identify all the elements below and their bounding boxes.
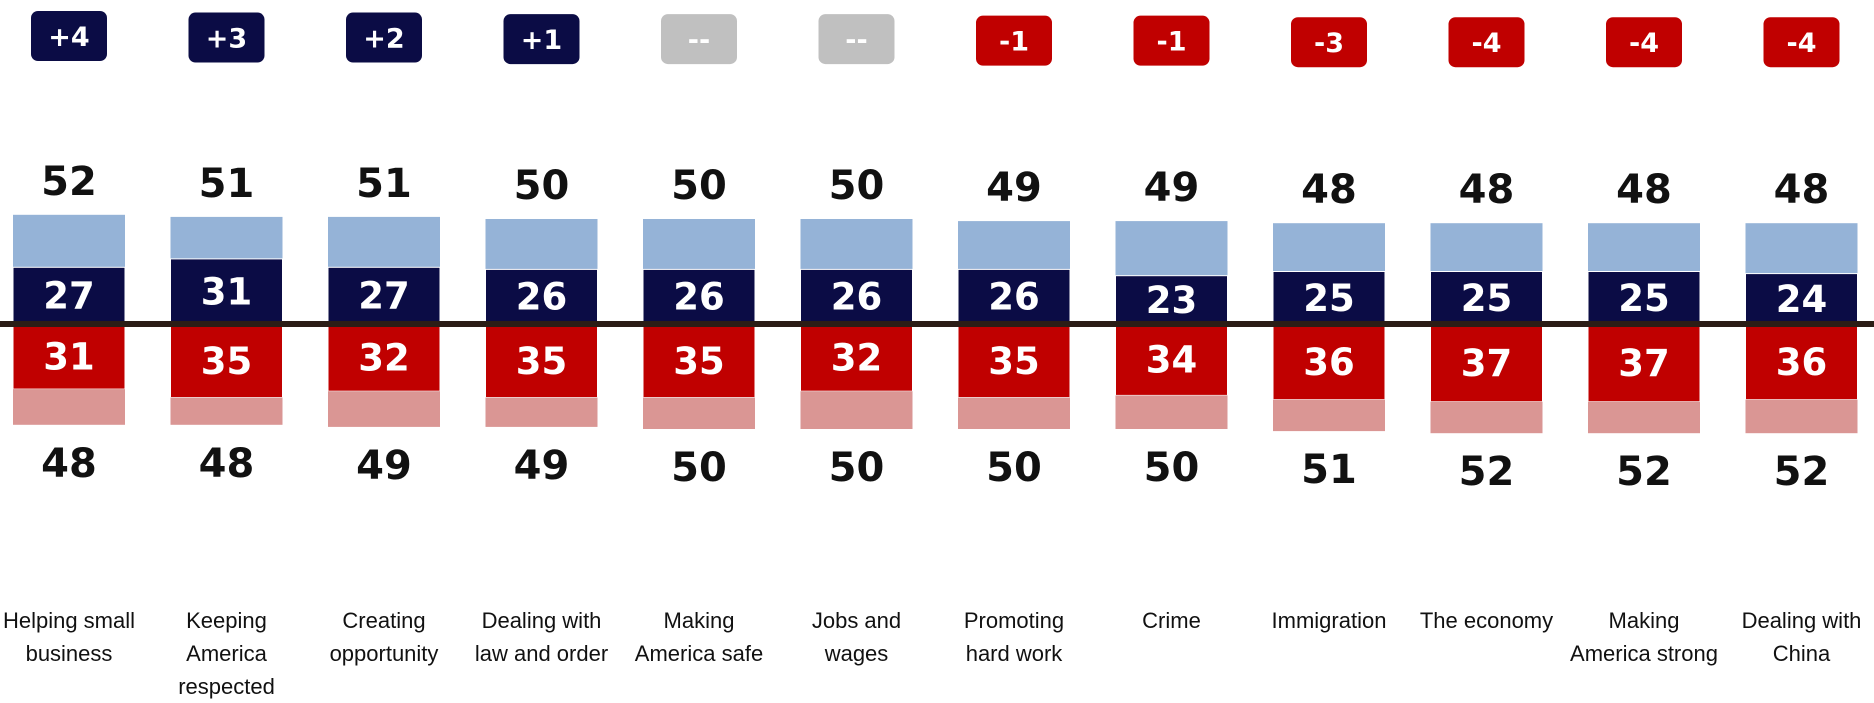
top-total-label: 48 <box>1301 167 1357 213</box>
top-total-label: 51 <box>356 161 412 207</box>
bar-bottom-strong-value: 35 <box>516 340 568 383</box>
bar-bottom-strong-value: 36 <box>1776 341 1828 384</box>
bar-top-light-segment <box>643 219 755 269</box>
net-difference-value: +3 <box>206 24 247 55</box>
bar-top-light-segment <box>958 221 1070 269</box>
bar-bottom-strong-value: 36 <box>1303 341 1355 384</box>
bar-bottom-strong-value: 35 <box>988 340 1040 383</box>
bar-bottom-strong-value: 31 <box>43 336 95 379</box>
category-label: Crime <box>1097 604 1247 637</box>
bar-top-strong-value: 26 <box>831 276 883 319</box>
bar-top-light-segment <box>13 215 125 267</box>
bar-bottom-strong-value: 32 <box>831 337 883 380</box>
net-difference-value: -1 <box>999 27 1029 58</box>
net-difference-value: -4 <box>1629 28 1659 59</box>
bar-bottom-light-segment <box>1273 400 1385 432</box>
bottom-total-label: 48 <box>41 441 97 487</box>
bottom-total-label: 52 <box>1616 449 1672 495</box>
bar-bottom-strong-value: 37 <box>1618 342 1670 385</box>
top-total-label: 48 <box>1459 167 1515 213</box>
bar-bottom-light-segment <box>1116 395 1228 429</box>
bar-top-light-segment <box>1116 221 1228 276</box>
bar-top-light-segment <box>171 217 283 259</box>
bar-top-strong-value: 26 <box>988 276 1040 319</box>
category-label: Jobs and wages <box>782 604 932 670</box>
bar-top-light-segment <box>1273 223 1385 271</box>
bottom-total-label: 50 <box>829 445 885 491</box>
bar-top-strong-value: 26 <box>673 276 725 319</box>
top-total-label: 49 <box>986 165 1042 211</box>
top-total-label: 50 <box>829 163 885 209</box>
top-total-label: 50 <box>514 163 570 209</box>
net-difference-value: -4 <box>1472 28 1502 59</box>
bottom-total-label: 51 <box>1301 447 1357 493</box>
bar-top-light-segment <box>486 219 598 269</box>
bar-top-strong-value: 26 <box>516 276 568 319</box>
bar-top-strong-value: 27 <box>358 275 410 318</box>
bar-top-strong-value: 31 <box>201 270 253 313</box>
category-label: Making America safe <box>624 604 774 670</box>
category-label: Dealing with China <box>1727 604 1874 670</box>
bar-bottom-light-segment <box>801 391 913 429</box>
category-label: Helping small business <box>0 604 144 670</box>
top-total-label: 51 <box>199 161 255 207</box>
bar-top-light-segment <box>328 217 440 267</box>
bar-bottom-light-segment <box>958 398 1070 430</box>
bottom-total-label: 52 <box>1459 449 1515 495</box>
category-label: Immigration <box>1254 604 1404 637</box>
category-label: Making America strong <box>1569 604 1719 670</box>
bar-bottom-strong-value: 34 <box>1146 339 1198 382</box>
bottom-total-label: 50 <box>671 445 727 491</box>
bar-top-light-segment <box>1431 223 1543 271</box>
bar-bottom-strong-value: 35 <box>673 340 725 383</box>
net-difference-value: +2 <box>363 24 404 55</box>
net-difference-value: -- <box>845 25 867 56</box>
bar-bottom-light-segment <box>643 398 755 430</box>
bar-bottom-strong-value: 35 <box>201 340 253 383</box>
bottom-total-label: 50 <box>986 445 1042 491</box>
category-label: Keeping America respected <box>152 604 302 703</box>
bottom-total-label: 52 <box>1774 449 1830 495</box>
bar-top-strong-value: 25 <box>1303 277 1355 320</box>
bar-bottom-light-segment <box>328 391 440 427</box>
zero-baseline <box>0 321 1874 327</box>
bar-top-strong-value: 25 <box>1461 277 1513 320</box>
bar-bottom-light-segment <box>13 389 125 425</box>
bar-bottom-light-segment <box>171 398 283 425</box>
net-difference-value: -3 <box>1314 28 1344 59</box>
category-label: Dealing with law and order <box>467 604 617 670</box>
bar-bottom-strong-value: 32 <box>358 337 410 380</box>
net-difference-value: +1 <box>521 25 562 56</box>
top-total-label: 48 <box>1774 167 1830 213</box>
net-difference-value: +4 <box>48 22 89 53</box>
bar-top-strong-value: 24 <box>1776 278 1828 321</box>
net-difference-value: -4 <box>1787 28 1817 59</box>
bar-bottom-light-segment <box>1588 402 1700 434</box>
top-total-label: 50 <box>671 163 727 209</box>
bar-bottom-light-segment <box>486 398 598 427</box>
category-label: Creating opportunity <box>309 604 459 670</box>
bar-bottom-light-segment <box>1746 400 1858 434</box>
net-difference-value: -- <box>688 25 710 56</box>
bar-top-strong-value: 25 <box>1618 277 1670 320</box>
bottom-total-label: 48 <box>199 441 255 487</box>
bar-top-strong-value: 27 <box>43 275 95 318</box>
bottom-total-label: 50 <box>1144 445 1200 491</box>
category-label: Promoting hard work <box>939 604 1089 670</box>
top-total-label: 48 <box>1616 167 1672 213</box>
top-total-label: 52 <box>41 159 97 205</box>
bar-top-strong-value: 23 <box>1146 279 1198 322</box>
bar-top-light-segment <box>1588 223 1700 271</box>
bar-bottom-light-segment <box>1431 402 1543 434</box>
bar-top-light-segment <box>1746 223 1858 273</box>
bottom-total-label: 49 <box>356 443 412 489</box>
category-label: The economy <box>1412 604 1562 637</box>
bar-bottom-strong-value: 37 <box>1461 342 1513 385</box>
top-total-label: 49 <box>1144 165 1200 211</box>
bottom-total-label: 49 <box>514 443 570 489</box>
bar-top-light-segment <box>801 219 913 269</box>
net-difference-value: -1 <box>1157 27 1187 58</box>
